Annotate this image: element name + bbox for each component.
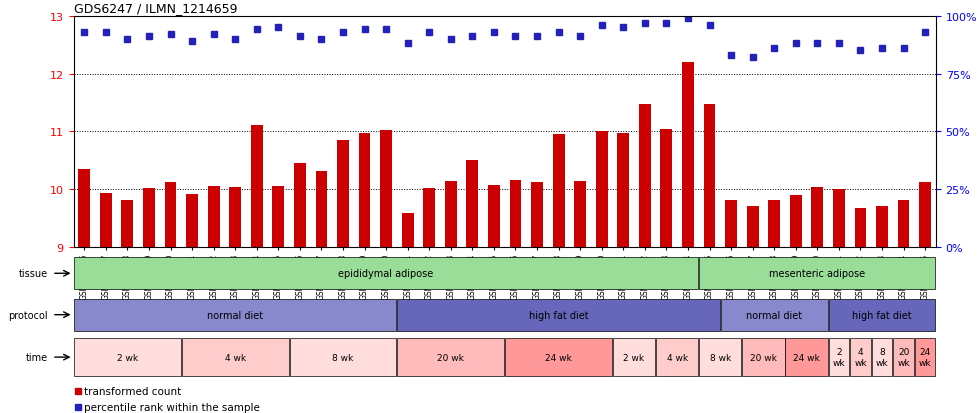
Bar bbox=[699, 258, 936, 290]
Bar bbox=[833, 190, 845, 248]
Text: transformed count: transformed count bbox=[84, 386, 181, 396]
Text: 2
wk: 2 wk bbox=[833, 348, 845, 367]
Bar bbox=[445, 181, 457, 248]
Bar bbox=[186, 195, 198, 248]
Text: GDS6247 / ILMN_1214659: GDS6247 / ILMN_1214659 bbox=[74, 2, 237, 15]
Bar bbox=[656, 339, 699, 376]
Bar bbox=[871, 339, 893, 376]
Text: 24 wk: 24 wk bbox=[545, 353, 572, 362]
Bar bbox=[768, 200, 780, 248]
Bar bbox=[272, 187, 284, 248]
Bar bbox=[574, 181, 586, 248]
Bar bbox=[359, 134, 370, 248]
Bar bbox=[397, 339, 505, 376]
Bar bbox=[704, 105, 715, 248]
Text: 4
wk: 4 wk bbox=[855, 348, 866, 367]
Bar bbox=[397, 299, 720, 331]
Bar bbox=[596, 132, 608, 248]
Text: mesenteric adipose: mesenteric adipose bbox=[769, 268, 865, 279]
Bar bbox=[316, 171, 327, 248]
Bar bbox=[639, 105, 651, 248]
Bar bbox=[143, 188, 155, 248]
Text: 24
wk: 24 wk bbox=[919, 348, 931, 367]
Text: 2 wk: 2 wk bbox=[117, 353, 138, 362]
Bar bbox=[876, 206, 888, 248]
Bar bbox=[893, 339, 914, 376]
Text: 8 wk: 8 wk bbox=[332, 353, 354, 362]
Bar bbox=[828, 339, 850, 376]
Text: 2 wk: 2 wk bbox=[623, 353, 645, 362]
Bar bbox=[682, 63, 694, 248]
Text: normal diet: normal diet bbox=[746, 310, 803, 320]
Bar bbox=[380, 131, 392, 248]
Bar bbox=[423, 189, 435, 248]
Text: 4 wk: 4 wk bbox=[666, 353, 688, 362]
Bar bbox=[914, 339, 936, 376]
Bar bbox=[488, 185, 500, 248]
Bar bbox=[553, 135, 564, 248]
Text: time: time bbox=[25, 352, 48, 362]
Bar bbox=[747, 206, 759, 248]
Text: 20 wk: 20 wk bbox=[437, 353, 465, 362]
Bar bbox=[811, 187, 823, 248]
Bar bbox=[74, 258, 699, 290]
Bar bbox=[505, 339, 612, 376]
Text: 4 wk: 4 wk bbox=[224, 353, 246, 362]
Bar bbox=[510, 180, 521, 248]
Bar bbox=[78, 170, 90, 248]
Bar bbox=[181, 339, 289, 376]
Text: normal diet: normal diet bbox=[207, 310, 264, 320]
Bar bbox=[855, 209, 866, 248]
Bar bbox=[898, 201, 909, 248]
Bar bbox=[229, 188, 241, 248]
Bar bbox=[742, 339, 785, 376]
Bar bbox=[725, 200, 737, 248]
Text: 24 wk: 24 wk bbox=[793, 353, 820, 362]
Text: 8
wk: 8 wk bbox=[876, 348, 888, 367]
Bar bbox=[337, 141, 349, 248]
Bar bbox=[289, 339, 397, 376]
Bar bbox=[790, 196, 802, 248]
Bar bbox=[100, 194, 112, 248]
Bar bbox=[208, 187, 220, 248]
Text: percentile rank within the sample: percentile rank within the sample bbox=[84, 402, 260, 412]
Text: 20
wk: 20 wk bbox=[898, 348, 909, 367]
Text: high fat diet: high fat diet bbox=[853, 310, 911, 320]
Bar bbox=[850, 339, 871, 376]
Bar bbox=[251, 125, 263, 248]
Bar bbox=[402, 214, 414, 248]
Bar bbox=[165, 183, 176, 248]
Bar bbox=[617, 133, 629, 248]
Bar bbox=[122, 200, 133, 248]
Bar bbox=[785, 339, 828, 376]
Bar bbox=[919, 183, 931, 248]
Bar bbox=[466, 161, 478, 248]
Bar bbox=[74, 299, 397, 331]
Text: 20 wk: 20 wk bbox=[750, 353, 777, 362]
Bar bbox=[74, 339, 181, 376]
Bar bbox=[720, 299, 828, 331]
Text: 8 wk: 8 wk bbox=[710, 353, 731, 362]
Text: protocol: protocol bbox=[8, 310, 48, 320]
Text: epididymal adipose: epididymal adipose bbox=[338, 268, 434, 279]
Bar bbox=[828, 299, 936, 331]
Bar bbox=[699, 339, 742, 376]
Bar bbox=[661, 129, 672, 248]
Text: tissue: tissue bbox=[19, 268, 48, 279]
Bar bbox=[531, 183, 543, 248]
Text: high fat diet: high fat diet bbox=[529, 310, 588, 320]
Bar bbox=[294, 164, 306, 248]
Bar bbox=[612, 339, 656, 376]
